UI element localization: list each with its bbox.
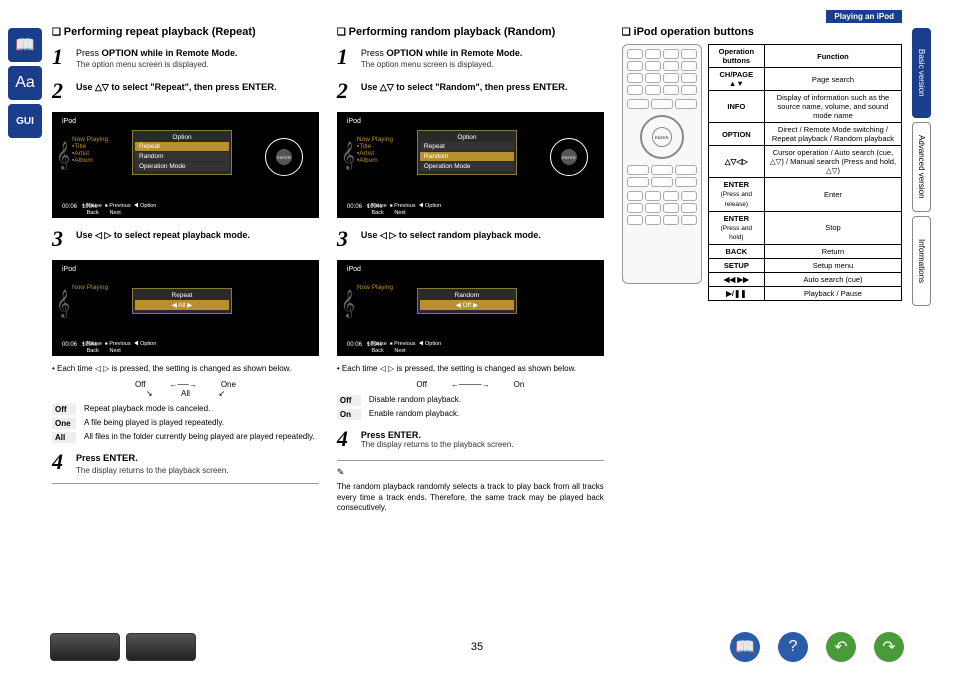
help-icon[interactable]: ? [778, 632, 808, 662]
remote-icon [257, 132, 311, 192]
clef-icon: 𝄞 [341, 142, 355, 170]
device-icon[interactable] [50, 633, 120, 661]
section-title: Performing random playback (Random) [337, 26, 604, 38]
section-title: Performing repeat playback (Repeat) [52, 26, 319, 38]
forward-icon[interactable]: ↷ [874, 632, 904, 662]
device-icon[interactable] [126, 633, 196, 661]
osd-screenshot: 𝄞 iPod Now Playing Random ◀ Off ▶ 00:06 … [337, 260, 604, 356]
footer: 35 📖 ? ↶ ↷ [0, 629, 954, 665]
step-subtext: The option menu screen is displayed. [361, 60, 604, 69]
note-text: • Each time ◁ ▷ is pressed, the setting … [337, 364, 604, 374]
step-subtext: The option menu screen is displayed. [76, 60, 319, 69]
step-text: Use ◁ ▷ to select random playback mode. [361, 230, 604, 242]
column-buttons: iPod operation buttons Operation buttons… [622, 26, 902, 518]
note-text: The random playback randomly selects a t… [337, 482, 604, 513]
pencil-icon: ✎ [337, 467, 604, 478]
remote-illustration [622, 44, 702, 284]
osd-screenshot: 𝄞 iPod Now Playing▪Title▪Artist▪Album Op… [52, 112, 319, 218]
breadcrumb: Playing an iPod [826, 10, 902, 23]
step-text: Use ◁ ▷ to select repeat playback mode. [76, 230, 319, 242]
step-subtext: The display returns to the playback scre… [76, 466, 319, 475]
osd-screenshot: 𝄞 iPod Now Playing Repeat ◀ All ▶ 00:06 … [52, 260, 319, 356]
page-number: 35 [471, 641, 483, 653]
step-number: 1 [337, 44, 355, 70]
book-icon[interactable]: 📖 [8, 28, 42, 62]
column-repeat: Performing repeat playback (Repeat) 1 Pr… [52, 26, 319, 518]
step-text: Press OPTION while in Remote Mode. [76, 48, 319, 60]
clef-icon: 𝄞 [341, 290, 355, 318]
step-number: 2 [337, 78, 355, 104]
step-number: 4 [337, 426, 355, 452]
clef-icon: 𝄞 [56, 142, 70, 170]
step-number: 3 [337, 226, 355, 252]
section-title: iPod operation buttons [622, 26, 902, 38]
step-text: Use △▽ to select "Random", then press EN… [361, 82, 604, 94]
step-number: 1 [52, 44, 70, 70]
cycle-diagram: Off←──→One ↘ All ↙ [52, 380, 319, 398]
step-text: Use △▽ to select "Repeat", then press EN… [76, 82, 319, 94]
right-tabs: Basic version Advanced version Informati… [912, 28, 946, 310]
step-text: Press ENTER. [76, 453, 319, 465]
gui-icon[interactable]: GUI [8, 104, 42, 138]
step-text: Press OPTION while in Remote Mode. [361, 48, 604, 60]
clef-icon: 𝄞 [56, 290, 70, 318]
cycle-diagram: Off←────→On [337, 380, 604, 389]
step-subtext: The display returns to the playback scre… [361, 440, 604, 449]
function-table: Operation buttonsFunction CH/PAGE ▲▼Page… [708, 44, 902, 301]
tab-advanced[interactable]: Advanced version [912, 122, 931, 212]
left-toolbar: 📖 Aa GUI [8, 28, 44, 142]
remote-icon [542, 132, 596, 192]
book-nav-icon[interactable]: 📖 [730, 632, 760, 662]
step-number: 3 [52, 226, 70, 252]
back-icon[interactable]: ↶ [826, 632, 856, 662]
tab-basic[interactable]: Basic version [912, 28, 931, 118]
note-text: • Each time ◁ ▷ is pressed, the setting … [52, 364, 319, 374]
osd-screenshot: 𝄞 iPod Now Playing▪Title▪Artist▪Album Op… [337, 112, 604, 218]
step-number: 2 [52, 78, 70, 104]
tab-info[interactable]: Informations [912, 216, 931, 306]
step-number: 4 [52, 449, 70, 475]
step-text: Press ENTER. [361, 430, 604, 440]
column-random: Performing random playback (Random) 1 Pr… [337, 26, 604, 518]
aa-icon[interactable]: Aa [8, 66, 42, 100]
